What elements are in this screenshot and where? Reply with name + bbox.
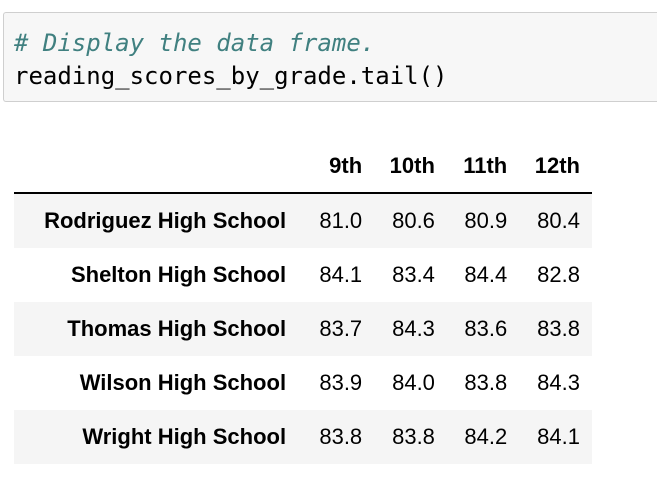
table-cell: 83.8 — [464, 370, 508, 395]
column-header: 11th — [446, 140, 520, 194]
code-cell-input[interactable]: # Display the data frame. reading_scores… — [3, 12, 657, 102]
table-cell: 84.3 — [392, 316, 435, 341]
table-row: Wright High School 83.8 83.8 84.2 84.1 — [14, 410, 592, 464]
table-header-row: 9th 10th 11th 12th — [14, 140, 592, 194]
table-cell: 82.8 — [537, 262, 580, 287]
row-index-label: Shelton High School — [70, 262, 287, 287]
table-cell: 84.4 — [464, 262, 508, 287]
table-cell: 81.0 — [319, 208, 363, 233]
table-cell: 83.8 — [537, 316, 580, 341]
row-index-label: Wright High School — [82, 424, 287, 449]
table-cell: 84.0 — [392, 370, 435, 395]
table-row: Wilson High School 83.9 84.0 83.8 84.3 — [14, 356, 592, 410]
dataframe-output: 9th 10th 11th 12th Rodriguez High School… — [14, 140, 592, 464]
table-cell: 84.3 — [537, 370, 580, 395]
table-cell: 84.2 — [464, 424, 508, 449]
table-cell: 83.7 — [319, 316, 363, 341]
column-header: 9th — [296, 140, 375, 194]
row-index-label: Wilson High School — [79, 370, 287, 395]
table-cell: 83.9 — [319, 370, 363, 395]
row-index-label: Thomas High School — [67, 316, 287, 341]
column-header: 10th — [374, 140, 447, 194]
table-cell: 84.1 — [537, 424, 580, 449]
table-row: Shelton High School 84.1 83.4 84.4 82.8 — [14, 248, 592, 302]
table-cell: 83.8 — [319, 424, 363, 449]
code-comment: # Display the data frame. — [14, 29, 376, 57]
row-index-label: Rodriguez High School — [44, 208, 287, 233]
table-row: Rodriguez High School 81.0 80.6 80.9 80.… — [14, 193, 592, 248]
table-cell: 80.9 — [464, 208, 508, 233]
table-cell: 84.1 — [319, 262, 363, 287]
table-cell: 83.4 — [392, 262, 435, 287]
table-cell: 83.6 — [464, 316, 508, 341]
table-row: Thomas High School 83.7 84.3 83.6 83.8 — [14, 302, 592, 356]
dataframe-table: 9th 10th 11th 12th Rodriguez High School… — [14, 140, 592, 464]
code-line: reading_scores_by_grade.tail() — [14, 62, 448, 90]
table-cell: 83.8 — [392, 424, 435, 449]
table-cell: 80.6 — [392, 208, 435, 233]
table-cell: 80.4 — [537, 208, 580, 233]
column-header: 12th — [519, 140, 592, 194]
index-header — [14, 140, 297, 194]
